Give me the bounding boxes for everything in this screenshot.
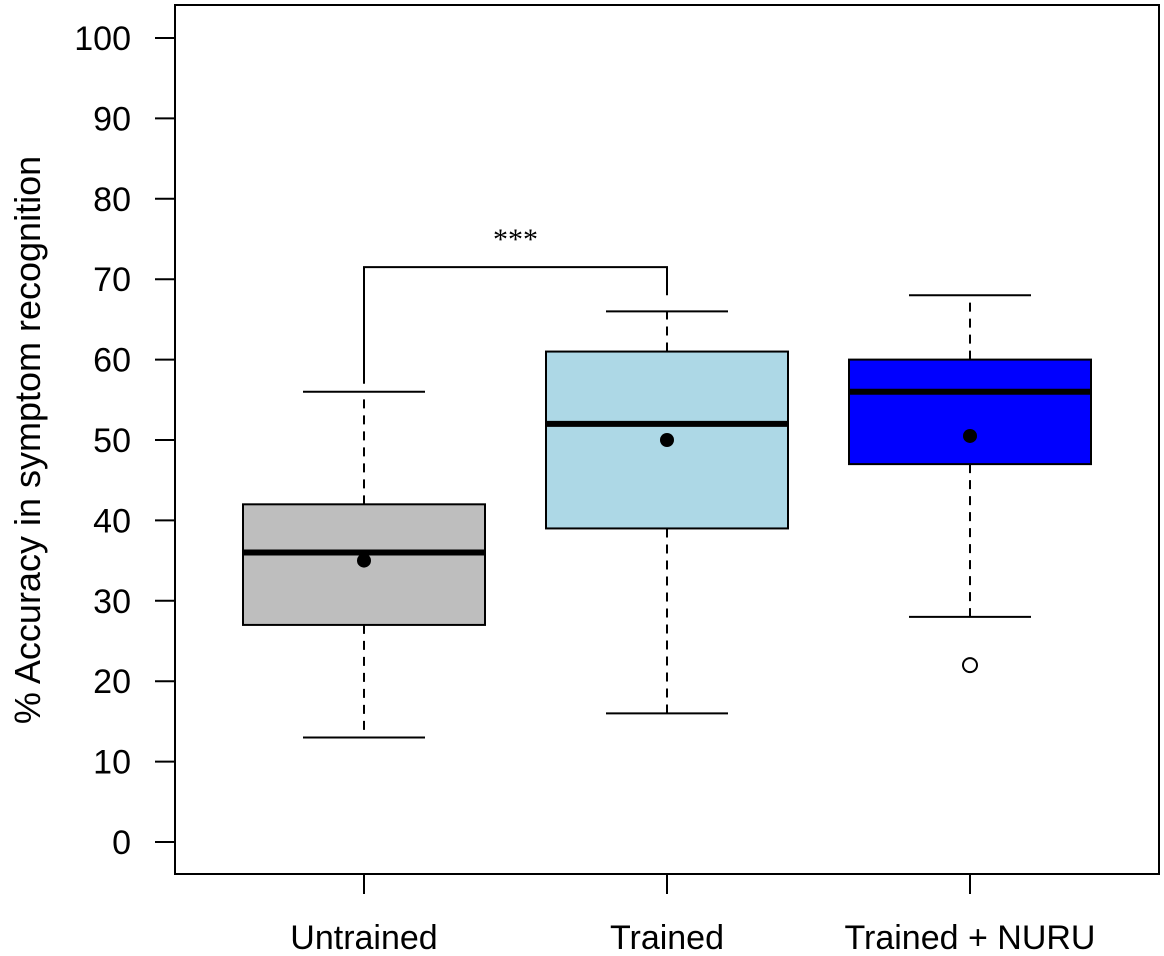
y-tick-label: 60 xyxy=(93,342,131,380)
iqr-box xyxy=(848,358,1092,466)
y-tick-label: 90 xyxy=(93,100,131,138)
y-tick-label: 50 xyxy=(93,422,131,460)
y-tick-label: 40 xyxy=(93,502,131,540)
mean-point xyxy=(963,428,977,443)
box-group xyxy=(545,310,789,715)
y-ticks: 0 10 20 30 40 50 60 70 80 90 100 xyxy=(74,20,175,862)
box-group xyxy=(242,390,486,739)
x-tick-label: Trained + NURU xyxy=(845,919,1096,956)
y-tick-label: 100 xyxy=(74,20,131,58)
annotations: *** xyxy=(363,223,668,384)
y-tick-label: 10 xyxy=(93,744,131,782)
plot-frame xyxy=(174,4,1160,875)
mean-point xyxy=(357,553,371,568)
y-tick-label: 20 xyxy=(93,663,131,701)
y-tick-label: 70 xyxy=(93,261,131,299)
y-axis-title: % Accuracy in symptom recognition xyxy=(7,156,48,724)
x-tick-label: Trained xyxy=(610,919,724,956)
y-tick-label: 80 xyxy=(93,181,131,219)
box-group xyxy=(848,294,1092,674)
x-ticks: Untrained Trained Trained + NURU xyxy=(290,874,1095,956)
mean-point xyxy=(660,433,674,447)
outlier-point xyxy=(962,657,978,674)
significance-bracket xyxy=(363,266,668,384)
y-tick-label: 30 xyxy=(93,583,131,621)
x-tick-label: Untrained xyxy=(290,919,437,956)
boxes xyxy=(242,294,1092,739)
y-axis: 0 10 20 30 40 50 60 70 80 90 100 xyxy=(74,20,176,862)
significance-label: *** xyxy=(493,223,538,256)
y-tick-label: 0 xyxy=(112,824,131,862)
